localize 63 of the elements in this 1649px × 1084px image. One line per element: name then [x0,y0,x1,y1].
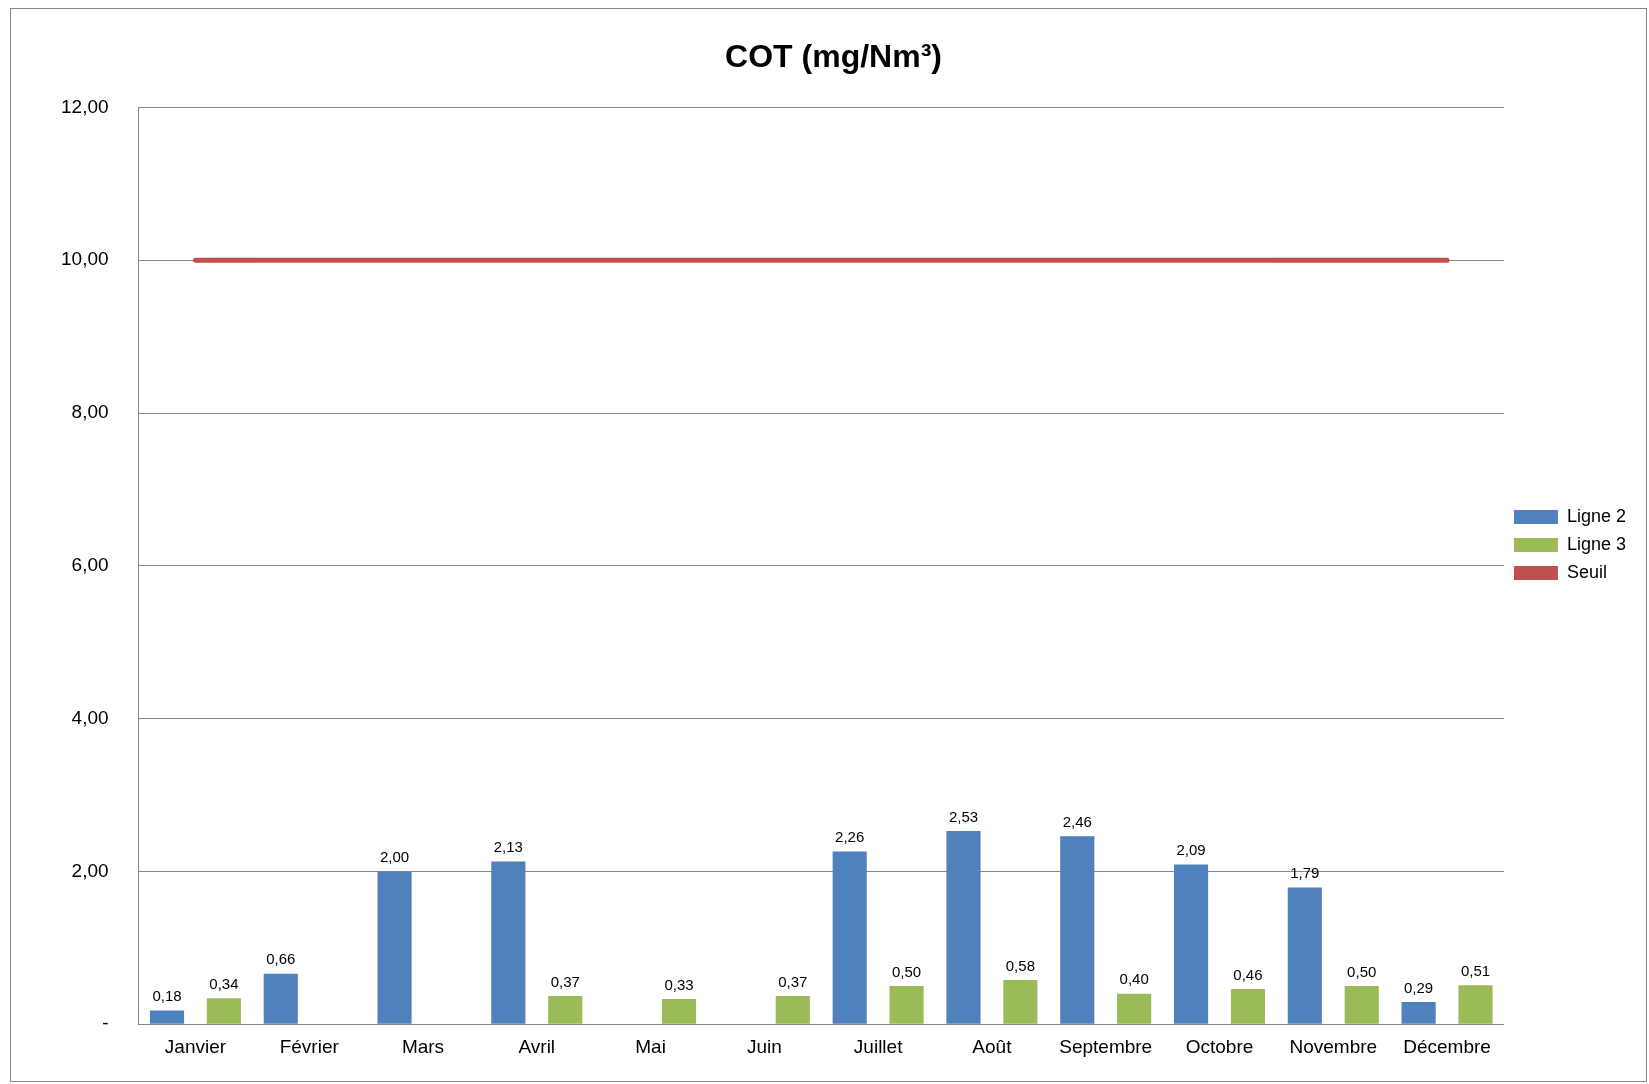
data-label: 2,46 [1062,812,1092,830]
data-label: 0,29 [1404,978,1434,996]
x-tick-label: Décembre [1403,1035,1491,1057]
chart-title: COT (mg/Nm³) [725,38,942,75]
data-label: 0,46 [1233,965,1263,983]
data-label: 0,34 [209,974,239,992]
bar [263,973,298,1024]
data-label: 2,26 [835,828,865,846]
x-tick-label: Avril [518,1035,556,1057]
bar [832,851,867,1024]
y-tick-label: 10,00 [61,248,109,270]
bar [548,995,583,1024]
x-tick-label: Novembre [1289,1035,1378,1057]
legend-label: Ligne 2 [1566,505,1627,526]
data-label: 2,13 [493,838,523,856]
bar [377,871,412,1024]
bar [1003,979,1038,1024]
bar [1344,986,1379,1024]
data-label: 0,18 [152,987,182,1005]
x-tick-label: Mars [401,1035,445,1057]
x-tick-label: Juin [746,1035,782,1057]
data-label: 0,50 [1347,962,1377,980]
data-label: 1,79 [1290,864,1320,882]
bar [1401,1002,1436,1024]
data-label: 2,00 [379,848,410,866]
bar [1117,993,1152,1024]
y-tick-label: 12,00 [61,95,109,117]
x-tick-label: Février [279,1035,340,1057]
bar [775,995,810,1024]
x-tick-label: Mai [635,1035,666,1057]
bar [1060,836,1095,1024]
x-tick-label: Septembre [1059,1035,1153,1057]
bar [206,998,241,1024]
data-label: 0,37 [778,972,808,990]
bar [1287,887,1322,1024]
y-tick-label: 4,00 [71,706,109,728]
x-tick-label: Octobre [1185,1035,1254,1057]
data-label: 2,53 [948,807,979,825]
data-label: 0,51 [1460,961,1491,979]
y-tick-label: 6,00 [71,554,109,576]
y-tick-label: 2,00 [71,859,109,881]
data-label: 0,66 [266,950,296,968]
data-label: 0,58 [1005,956,1035,974]
x-tick-label: Août [972,1035,1013,1057]
x-tick-label: Janvier [164,1035,227,1057]
bar [1173,864,1209,1024]
legend-label: Seuil [1566,561,1607,582]
bar [1458,985,1493,1024]
bar [149,1010,185,1024]
data-label: 0,50 [891,962,922,980]
legend-label: Ligne 3 [1566,533,1627,554]
data-label: 0,33 [664,975,694,993]
y-tick-label: 8,00 [71,401,109,423]
data-label: 0,40 [1119,970,1149,988]
data-label: 2,09 [1176,841,1206,859]
bar [946,830,981,1024]
bar [661,998,697,1024]
y-tick-label: - [102,1012,109,1034]
bar [1230,989,1265,1024]
data-label: 0,37 [550,972,580,990]
bar [491,861,526,1024]
bar [889,986,924,1024]
x-tick-label: Juillet [853,1035,904,1057]
